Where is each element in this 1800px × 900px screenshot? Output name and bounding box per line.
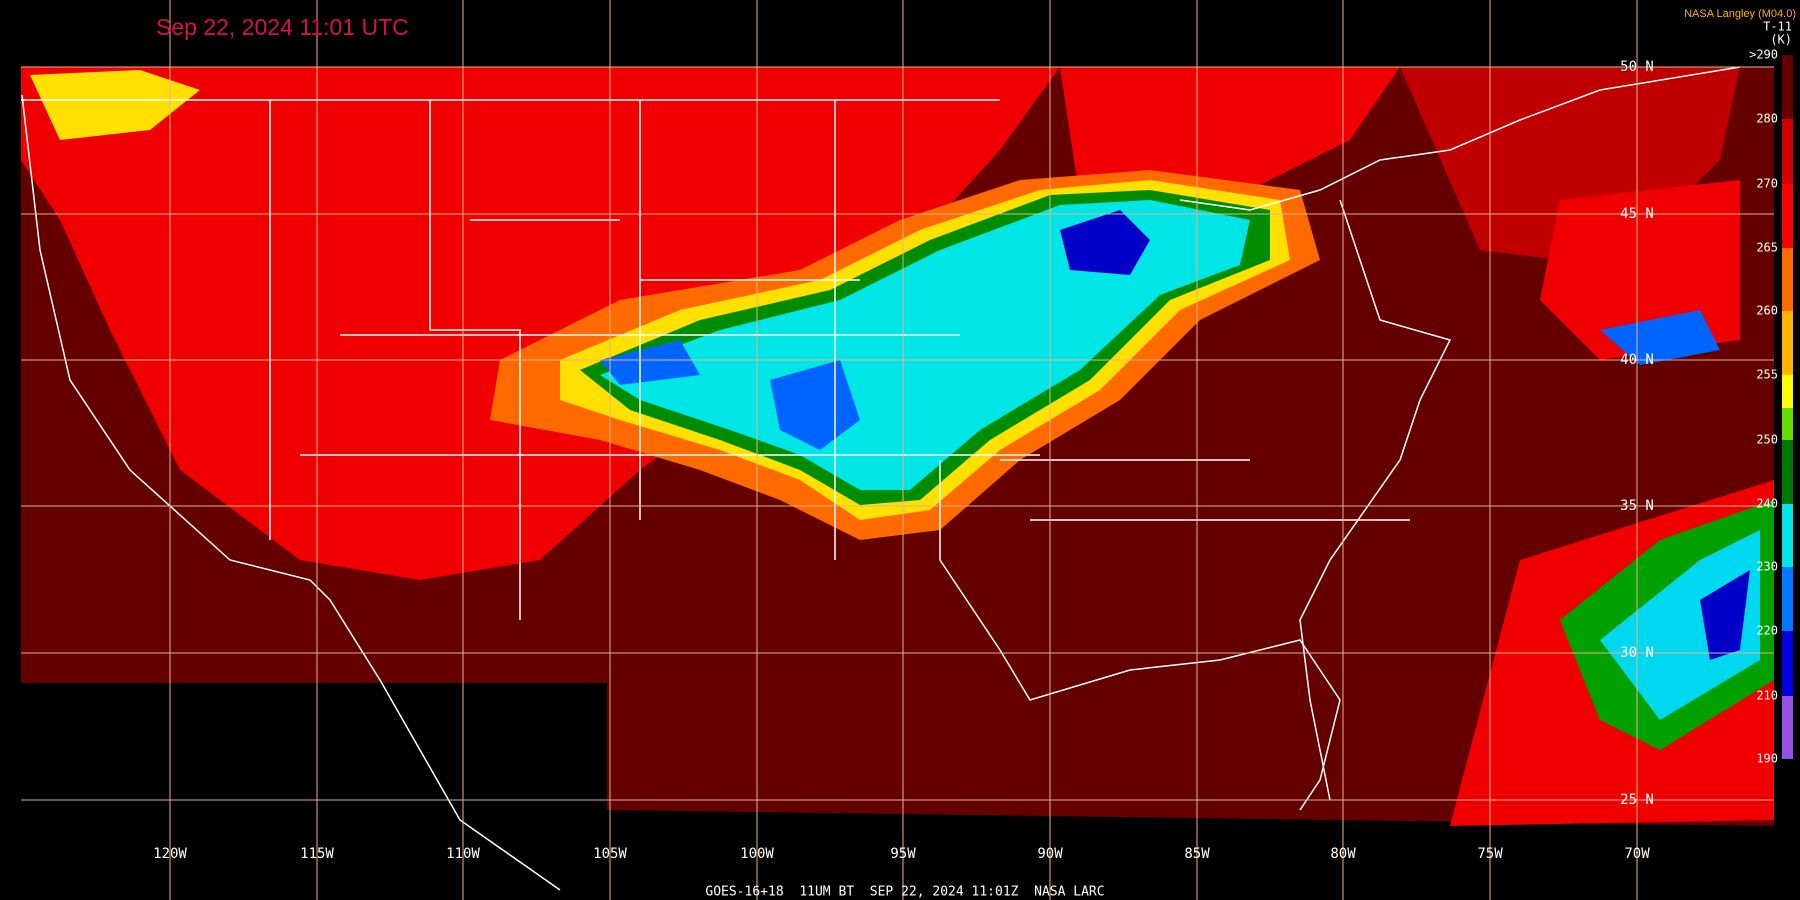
cyan-region [600, 200, 1250, 490]
colorbar-label: 270 [1756, 177, 1778, 191]
colorbar-label: 265 [1756, 241, 1778, 255]
colorbar-label: 250 [1756, 433, 1778, 447]
colorbar [1782, 55, 1793, 759]
yellow-region [30, 70, 200, 140]
product: T-11 [1763, 20, 1792, 34]
colorbar-label: 210 [1756, 689, 1778, 703]
lon-label: 90W [1037, 846, 1063, 862]
colorbar-swatch [1782, 248, 1793, 311]
red-region [21, 67, 1060, 580]
colorbar-swatch [1782, 504, 1793, 567]
lon-label: 110W [446, 846, 480, 862]
blue-region [1700, 570, 1750, 660]
lon-label: 120W [153, 846, 187, 862]
colorbar-label: 190 [1756, 752, 1778, 766]
colorbar-swatch [1782, 184, 1793, 248]
colorbar-swatch [1782, 311, 1793, 375]
lat-label: 25 N [1620, 792, 1654, 808]
colorbar-swatch [1782, 440, 1793, 504]
colorbar-swatch [1782, 631, 1793, 696]
colorbar-label: 260 [1756, 304, 1778, 318]
lat-label: 35 N [1620, 498, 1654, 514]
lon-label: 100W [740, 846, 774, 862]
footer: GOES-16+18 11UM BT SEP 22, 2024 11:01Z N… [705, 885, 1104, 900]
graticule [21, 0, 1774, 900]
lon-label: 115W [300, 846, 334, 862]
colorbar-label: 230 [1756, 560, 1778, 574]
blue-region [600, 340, 700, 385]
lon-label: 85W [1184, 846, 1210, 862]
lon-label: 80W [1330, 846, 1356, 862]
cyan-region [1600, 530, 1760, 720]
colorbar-label: 240 [1756, 497, 1778, 511]
blue-region [1600, 310, 1720, 365]
colorbar-label: 280 [1756, 112, 1778, 126]
colorbar-swatch [1782, 567, 1793, 631]
colorbar-swatch [1782, 55, 1793, 119]
blue-region [1060, 210, 1150, 275]
longitude-labels: 120W 115W 110W 105W 100W 95W 90W 85W 80W… [153, 846, 1650, 862]
colorbar-swatch [1782, 696, 1793, 759]
colorbar-labels: >290 280 270 265 260 255 250 240 230 220… [1749, 48, 1778, 766]
colorbar-swatch [1782, 119, 1793, 184]
blue-region [770, 360, 860, 450]
lat-label: 40 N [1620, 352, 1654, 368]
unit: (K) [1770, 33, 1792, 47]
lon-label: 70W [1624, 846, 1650, 862]
colorbar-label: >290 [1749, 48, 1778, 62]
credit: NASA Langley (M04.0) [1684, 8, 1796, 20]
lon-label: 95W [890, 846, 916, 862]
lat-label: 30 N [1620, 645, 1654, 661]
colorbar-label: 255 [1756, 368, 1778, 382]
colorbar-swatch [1782, 375, 1793, 408]
lon-label: 105W [593, 846, 627, 862]
colorbar-swatch [1782, 408, 1793, 440]
title: Sep 22, 2024 11:01 UTC [156, 14, 409, 40]
colorbar-label: 220 [1756, 624, 1778, 638]
lat-label: 45 N [1620, 206, 1654, 222]
latitude-labels: 50 N 45 N 40 N 35 N 30 N 25 N [1620, 59, 1654, 808]
lat-label: 50 N [1620, 59, 1654, 75]
lon-label: 75W [1477, 846, 1503, 862]
boundaries [21, 66, 1741, 891]
